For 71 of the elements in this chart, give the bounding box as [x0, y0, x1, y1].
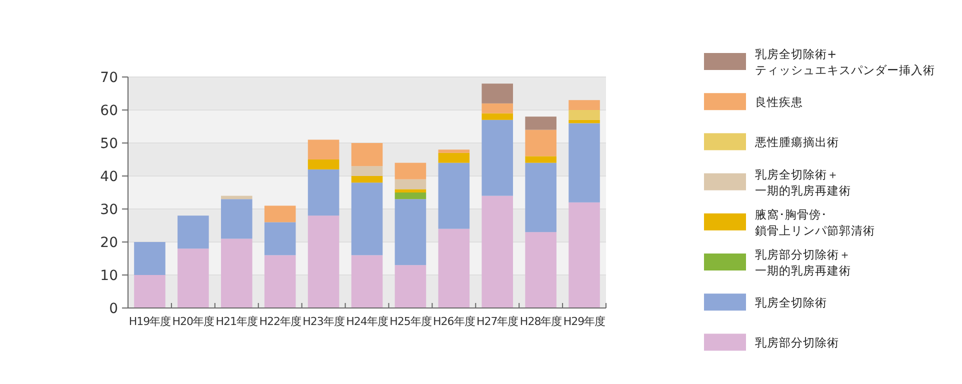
x-tick-label: H25年度	[390, 315, 432, 328]
legend-label: 乳房全切除術＋一期的乳房再建術	[755, 167, 851, 198]
y-tick-label: 50	[100, 136, 118, 152]
bar	[525, 162, 556, 232]
bar	[482, 196, 514, 308]
bar	[438, 150, 470, 153]
bar	[308, 160, 340, 170]
bar	[351, 176, 383, 183]
bar	[525, 232, 556, 308]
x-tick-label: H20年度	[172, 315, 215, 328]
legend-label: 良性疾患	[755, 95, 803, 110]
bar	[351, 182, 383, 256]
bar	[525, 116, 556, 130]
bar	[568, 120, 600, 124]
y-tick-label: 70	[100, 70, 118, 86]
y-tick-label: 0	[109, 301, 118, 317]
bar	[438, 228, 470, 308]
bar	[525, 130, 556, 156]
bar	[525, 156, 556, 163]
bar	[134, 242, 166, 275]
bar	[308, 216, 340, 308]
bar	[482, 120, 514, 196]
bar	[220, 196, 252, 200]
x-tick-label: H26年度	[433, 315, 476, 328]
bar	[264, 255, 296, 308]
bar	[351, 255, 383, 308]
legend-label: 悪性腫瘍摘出術	[754, 135, 839, 150]
bar	[264, 206, 296, 222]
bar	[482, 113, 514, 120]
bar	[482, 84, 514, 104]
bar	[351, 143, 383, 166]
x-tick-label: H23年度	[302, 315, 345, 328]
bar	[394, 189, 426, 192]
bar	[134, 275, 166, 308]
x-tick-label: H28年度	[520, 315, 562, 328]
y-tick-label: 10	[100, 268, 118, 284]
x-tick-label: H27年度	[476, 315, 519, 328]
bar	[178, 248, 209, 308]
bar	[220, 199, 252, 239]
bar	[308, 140, 340, 160]
legend-label: 乳房全切除術+ティッシュエキスパンダー挿入術	[755, 47, 935, 77]
y-tick-label: 30	[100, 202, 118, 218]
bar	[220, 238, 252, 308]
bar	[568, 202, 600, 308]
x-tick-label: H24年度	[346, 315, 388, 328]
legend-label: 腋窩･胸骨傍･鎖骨上リンパ節郭清術	[755, 207, 875, 238]
bar	[568, 100, 600, 110]
legend-label: 乳房部分切除術＋一期的乳房再建術	[755, 248, 851, 278]
bar	[264, 222, 296, 256]
bar	[394, 265, 426, 308]
bar	[568, 110, 600, 120]
y-tick-label: 40	[100, 169, 118, 185]
y-tick-label: 60	[100, 103, 118, 119]
x-tick-label: H29年度	[563, 315, 606, 328]
bar	[351, 166, 383, 176]
bar	[568, 123, 600, 202]
bar	[394, 199, 426, 266]
bar	[482, 103, 514, 114]
bar	[394, 162, 426, 180]
bar	[308, 169, 340, 216]
bar	[438, 152, 470, 163]
y-tick-label: 20	[100, 235, 118, 251]
bar	[178, 216, 209, 249]
legend-label: 乳房部分切除術	[755, 336, 839, 350]
bar	[394, 192, 426, 200]
bar	[438, 162, 470, 229]
x-tick-label: H19年度	[128, 315, 172, 328]
x-tick-label: H22年度	[259, 315, 302, 328]
bar	[394, 179, 426, 190]
legend-label: 乳房全切除術	[755, 296, 827, 310]
x-tick-label: H21年度	[216, 315, 258, 328]
